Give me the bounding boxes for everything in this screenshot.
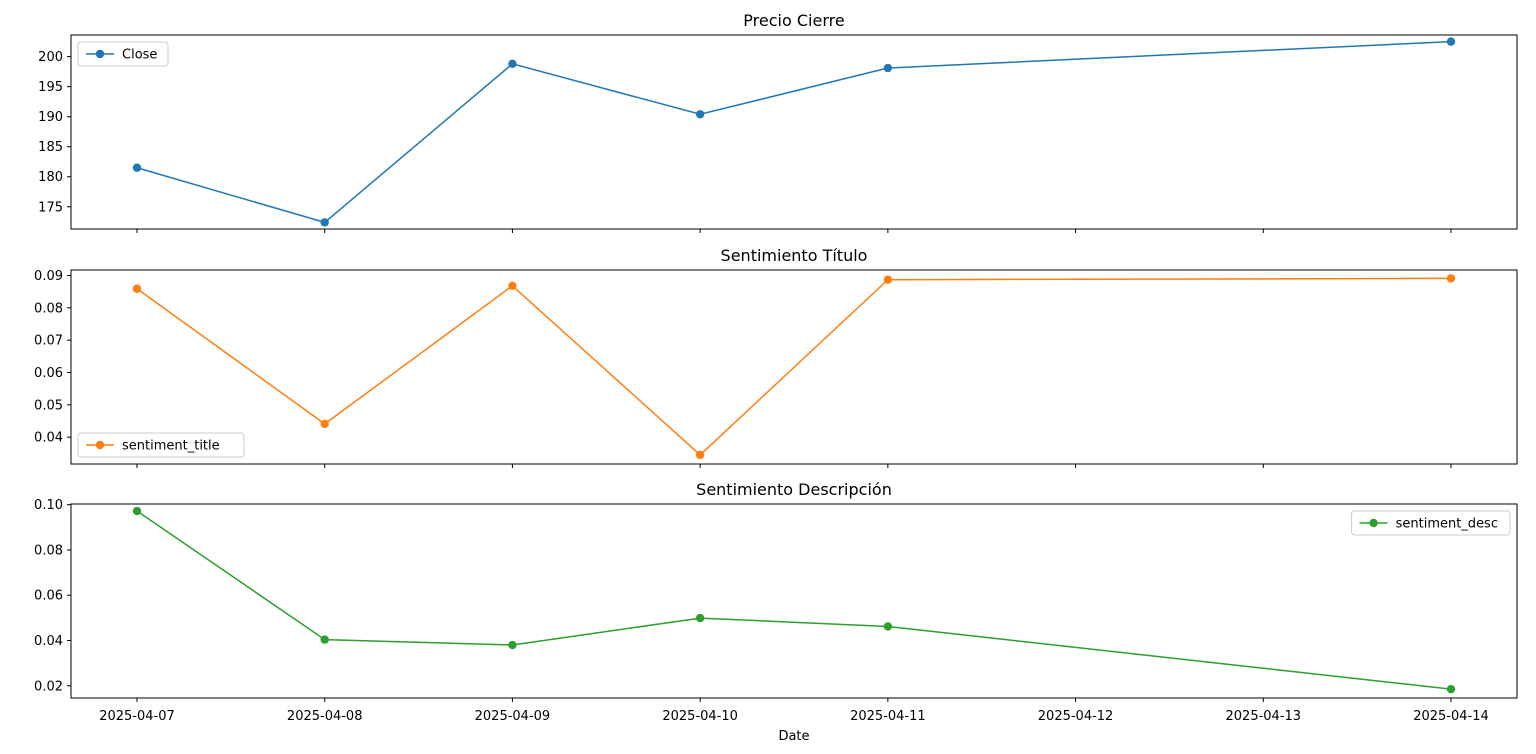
data-point-Close-2025-04-11 (883, 63, 893, 73)
data-point-sentiment_desc-2025-04-10 (695, 613, 705, 623)
x-tick-label: 2025-04-14 (1413, 709, 1489, 724)
series-line-sentiment_title (136, 277, 1452, 456)
y-tick-label: 0.10 (34, 498, 63, 513)
y-tick-label: 0.02 (34, 679, 63, 694)
plot-frame (70, 269, 1518, 465)
x-tick-label: 2025-04-08 (287, 709, 363, 724)
y-tick-label: 195 (38, 80, 63, 95)
x-axis-label: Date (778, 729, 809, 744)
data-point-Close-2025-04-09 (508, 59, 517, 69)
y-tick-label: 185 (38, 140, 63, 155)
x-tick-label: 2025-04-09 (475, 709, 551, 724)
x-tick-label: 2025-04-13 (1226, 709, 1302, 724)
x-tick-label: 2025-04-12 (1038, 709, 1114, 724)
y-tick-label: 190 (38, 110, 63, 125)
legend-marker-swatch (95, 440, 105, 450)
legend-label: sentiment_desc (1396, 517, 1498, 532)
data-point-sentiment_desc-2025-04-07 (132, 506, 142, 516)
data-point-sentiment_title-2025-04-08 (320, 419, 329, 429)
data-point-Close-2025-04-07 (132, 163, 142, 172)
y-tick-label: 180 (38, 170, 63, 185)
y-tick-label: 0.08 (34, 543, 63, 558)
data-point-sentiment_desc-2025-04-14 (1446, 684, 1456, 694)
x-tick-label: 2025-04-07 (99, 709, 175, 724)
legend-marker-swatch (1369, 518, 1378, 528)
y-tick-label: 0.04 (34, 431, 63, 446)
data-point-sentiment_desc-2025-04-08 (320, 635, 329, 644)
x-tick-label: 2025-04-11 (850, 709, 926, 724)
legend-marker-swatch (95, 49, 105, 59)
plot-frame (70, 34, 1518, 230)
data-point-sentiment_title-2025-04-07 (132, 284, 142, 293)
legend-label: sentiment_title (122, 439, 220, 454)
data-point-sentiment_title-2025-04-14 (1446, 274, 1456, 283)
legend-box (77, 432, 245, 458)
legend-label: Close (122, 48, 157, 63)
legend-box (1351, 510, 1511, 536)
legend: sentiment_title (77, 432, 245, 458)
panel-1: Precio Cierre 175 180 185 190 195 200 Close (38, 11, 1518, 233)
panel-2: Sentimiento Título 0.04 0.05 0.06 0.07 0.08 0.… (34, 246, 1518, 468)
legend: sentiment_desc (1351, 510, 1511, 536)
panel-title: Precio Cierre (743, 11, 844, 30)
panel-title: Sentimiento Título (721, 246, 868, 265)
data-point-Close-2025-04-08 (320, 218, 329, 227)
y-tick-label: 0.06 (34, 589, 63, 604)
data-point-sentiment_title-2025-04-11 (883, 275, 893, 284)
data-point-Close-2025-04-10 (695, 110, 705, 119)
legend: Close (77, 41, 169, 67)
panel-title: Sentimiento Descripción (696, 480, 892, 499)
y-tick-label: 0.07 (34, 334, 63, 349)
y-tick-label: 0.04 (34, 634, 63, 649)
y-tick-label: 0.09 (34, 269, 63, 284)
y-tick-label: 0.05 (34, 398, 63, 413)
data-point-sentiment_title-2025-04-10 (695, 450, 705, 460)
data-point-sentiment_desc-2025-04-11 (883, 622, 893, 631)
x-tick-label: 2025-04-10 (662, 709, 738, 724)
y-tick-label: 0.08 (34, 301, 63, 316)
panel-3: Sentimiento Descripción 0.02 0.04 0.06 0.08 0… (34, 480, 1518, 702)
plot-frame (70, 503, 1518, 699)
data-point-sentiment_desc-2025-04-09 (508, 640, 517, 650)
series-line-sentiment_desc (136, 510, 1452, 690)
y-tick-label: 175 (38, 200, 63, 215)
y-tick-label: 200 (38, 50, 63, 65)
y-tick-label: 0.06 (34, 366, 63, 381)
data-point-sentiment_title-2025-04-09 (508, 281, 517, 291)
legend-box (77, 41, 169, 67)
data-point-Close-2025-04-14 (1446, 37, 1456, 46)
series-line-Close (136, 40, 1452, 224)
